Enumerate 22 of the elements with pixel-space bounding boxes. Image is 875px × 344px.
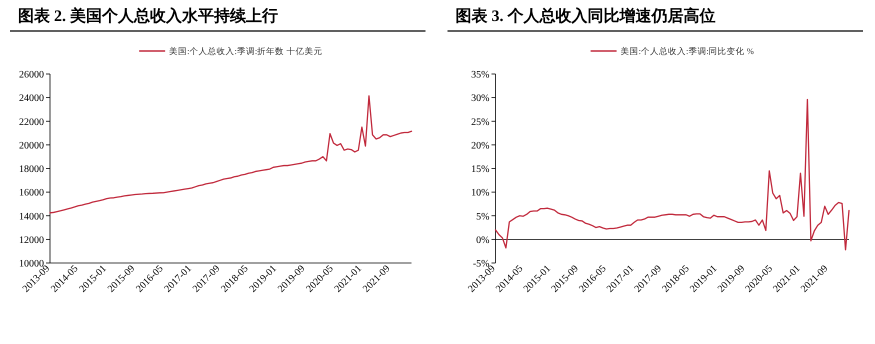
y-tick-label: 0%	[476, 234, 490, 246]
y-tick-label: 16000	[19, 188, 44, 199]
chart-title: 图表 3. 个人总收入同比增速仍居高位	[456, 6, 716, 25]
legend-label: 美国:个人总收入:季调:折年数 十亿美元	[169, 46, 322, 56]
y-tick-label: 24000	[19, 93, 44, 104]
line-series	[494, 98, 850, 250]
y-tick-label: 5%	[476, 211, 490, 222]
y-tick-label: 20%	[471, 140, 490, 152]
y-tick-label: 10%	[471, 188, 490, 199]
y-tick-label: 14000	[19, 211, 44, 222]
y-tick-label: 12000	[19, 234, 44, 246]
y-tick-label: 25%	[471, 116, 490, 128]
y-tick-label: 35%	[471, 70, 490, 80]
chart-title: 图表 2. 美国个人总收入水平持续上行	[18, 6, 278, 25]
legend-label: 美国:个人总收入:季调:同比变化 %	[620, 46, 754, 56]
y-tick-label: 15%	[471, 164, 490, 175]
y-tick-label: 30%	[471, 93, 490, 104]
y-tick-label: 20000	[19, 140, 44, 152]
y-tick-label: 22000	[19, 116, 44, 128]
y-tick-label: 26000	[19, 70, 44, 80]
y-tick-label: 18000	[19, 164, 44, 175]
line-series	[49, 95, 412, 214]
